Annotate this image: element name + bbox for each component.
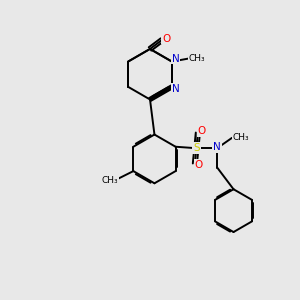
Text: CH₃: CH₃ <box>101 176 118 184</box>
Text: N: N <box>172 84 179 94</box>
Text: CH₃: CH₃ <box>189 54 206 63</box>
Text: O: O <box>198 126 206 136</box>
Text: O: O <box>162 34 170 44</box>
Text: N: N <box>172 54 179 64</box>
Text: S: S <box>193 143 200 153</box>
Text: CH₃: CH₃ <box>232 133 249 142</box>
Text: N: N <box>213 142 221 152</box>
Text: O: O <box>195 160 203 170</box>
